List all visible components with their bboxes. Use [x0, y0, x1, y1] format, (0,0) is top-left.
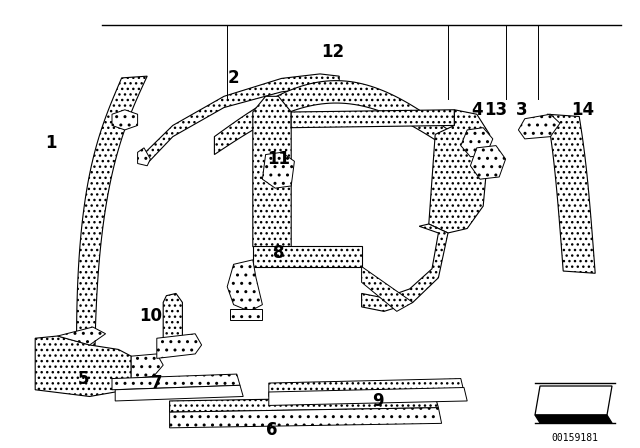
Text: 00159181: 00159181	[552, 433, 598, 443]
Text: 9: 9	[372, 392, 383, 410]
Polygon shape	[112, 374, 240, 390]
Polygon shape	[58, 327, 106, 345]
Text: 7: 7	[151, 374, 163, 392]
Text: 6: 6	[266, 421, 278, 439]
Text: 12: 12	[321, 43, 344, 60]
Polygon shape	[262, 152, 294, 188]
Polygon shape	[170, 408, 442, 428]
Polygon shape	[291, 110, 454, 128]
Text: 11: 11	[267, 150, 290, 168]
Polygon shape	[535, 415, 612, 423]
Polygon shape	[141, 74, 339, 164]
Polygon shape	[157, 334, 202, 358]
Polygon shape	[131, 354, 163, 379]
Text: 4: 4	[471, 101, 483, 119]
Polygon shape	[138, 148, 150, 166]
Polygon shape	[461, 128, 493, 157]
Polygon shape	[547, 114, 595, 273]
Polygon shape	[227, 260, 262, 311]
Polygon shape	[170, 396, 438, 412]
Text: 13: 13	[484, 101, 508, 119]
Text: 8: 8	[273, 244, 284, 262]
Polygon shape	[269, 379, 464, 396]
Text: 2: 2	[228, 69, 239, 87]
Polygon shape	[163, 293, 182, 347]
Polygon shape	[429, 110, 490, 233]
Polygon shape	[214, 81, 458, 155]
Text: 10: 10	[139, 307, 162, 325]
Polygon shape	[112, 110, 138, 130]
Polygon shape	[77, 76, 147, 390]
Polygon shape	[362, 267, 413, 311]
Text: 14: 14	[571, 101, 594, 119]
Polygon shape	[362, 224, 448, 311]
Polygon shape	[535, 386, 612, 415]
Text: 3: 3	[516, 101, 527, 119]
Polygon shape	[115, 385, 243, 401]
Polygon shape	[230, 309, 262, 320]
Polygon shape	[470, 146, 506, 179]
Polygon shape	[35, 336, 131, 396]
Polygon shape	[253, 96, 291, 260]
Polygon shape	[269, 388, 467, 405]
Text: 5: 5	[77, 370, 89, 388]
Text: 1: 1	[45, 134, 57, 152]
Polygon shape	[518, 114, 560, 139]
Polygon shape	[253, 246, 362, 267]
